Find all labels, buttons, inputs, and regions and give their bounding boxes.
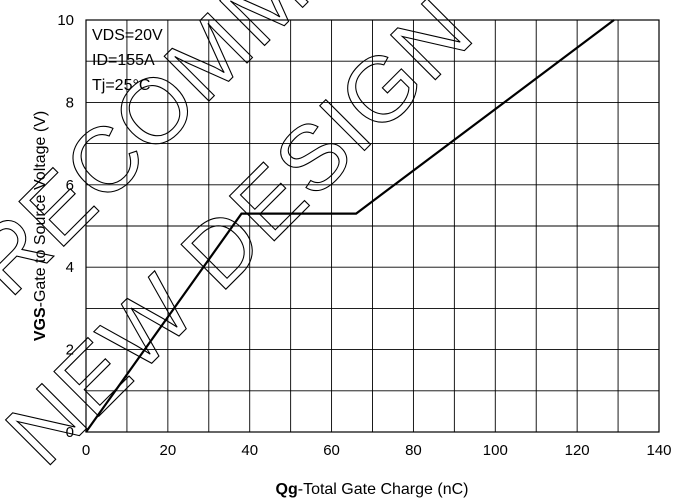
- y-tick-label-5: 10: [57, 12, 74, 29]
- y-axis-title-rest: -Gate to Source Voltage (V): [32, 111, 49, 308]
- x-tick-label-5: 100: [483, 442, 508, 459]
- y-axis-title-prefix: VGS: [32, 307, 49, 341]
- y-axis-title: VGS-Gate to Source Voltage (V): [32, 111, 49, 341]
- series-line-0: [85, 19, 615, 433]
- plot-frame: [85, 19, 660, 433]
- x-tick-label-1: 20: [160, 442, 177, 459]
- x-axis-title: Qg-Total Gate Charge (nC): [276, 481, 469, 498]
- x-tick-label-4: 80: [405, 442, 422, 459]
- y-tick-label-4: 8: [66, 94, 74, 111]
- x-tick-label-3: 60: [323, 442, 340, 459]
- annotations: VDS=20V ID=155A Tj=25°C: [92, 27, 163, 94]
- x-axis-title-rest: -Total Gate Charge (nC): [298, 481, 469, 498]
- y-tick-label-0: 0: [66, 424, 74, 441]
- x-tick-label-7: 140: [646, 442, 671, 459]
- annotation-2: Tj=25°C: [92, 77, 150, 94]
- annotation-1: ID=155A: [92, 52, 155, 69]
- tick-labels: 0 20 40 60 80 100 120 140 0 2 4 6 8 10: [57, 12, 671, 459]
- watermark: RECOMMEND NEW DESIGN: [0, 0, 493, 485]
- x-tick-label-6: 120: [565, 442, 590, 459]
- y-tick-label-3: 6: [66, 177, 74, 194]
- y-tick-label-1: 2: [66, 342, 74, 359]
- x-tick-label-2: 40: [241, 442, 258, 459]
- x-tick-label-0: 0: [82, 442, 90, 459]
- series-layer: [85, 19, 615, 433]
- y-tick-label-2: 4: [66, 259, 74, 276]
- x-axis-title-prefix: Qg: [276, 481, 298, 498]
- annotation-0: VDS=20V: [92, 27, 163, 44]
